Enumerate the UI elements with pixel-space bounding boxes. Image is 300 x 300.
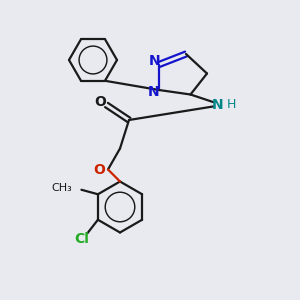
Text: H: H <box>226 98 236 112</box>
Text: Cl: Cl <box>74 232 89 246</box>
Text: N: N <box>212 98 223 112</box>
Text: CH₃: CH₃ <box>52 183 72 193</box>
Text: O: O <box>94 163 106 177</box>
Text: N: N <box>148 85 159 98</box>
Text: O: O <box>94 95 106 109</box>
Text: N: N <box>149 54 160 68</box>
